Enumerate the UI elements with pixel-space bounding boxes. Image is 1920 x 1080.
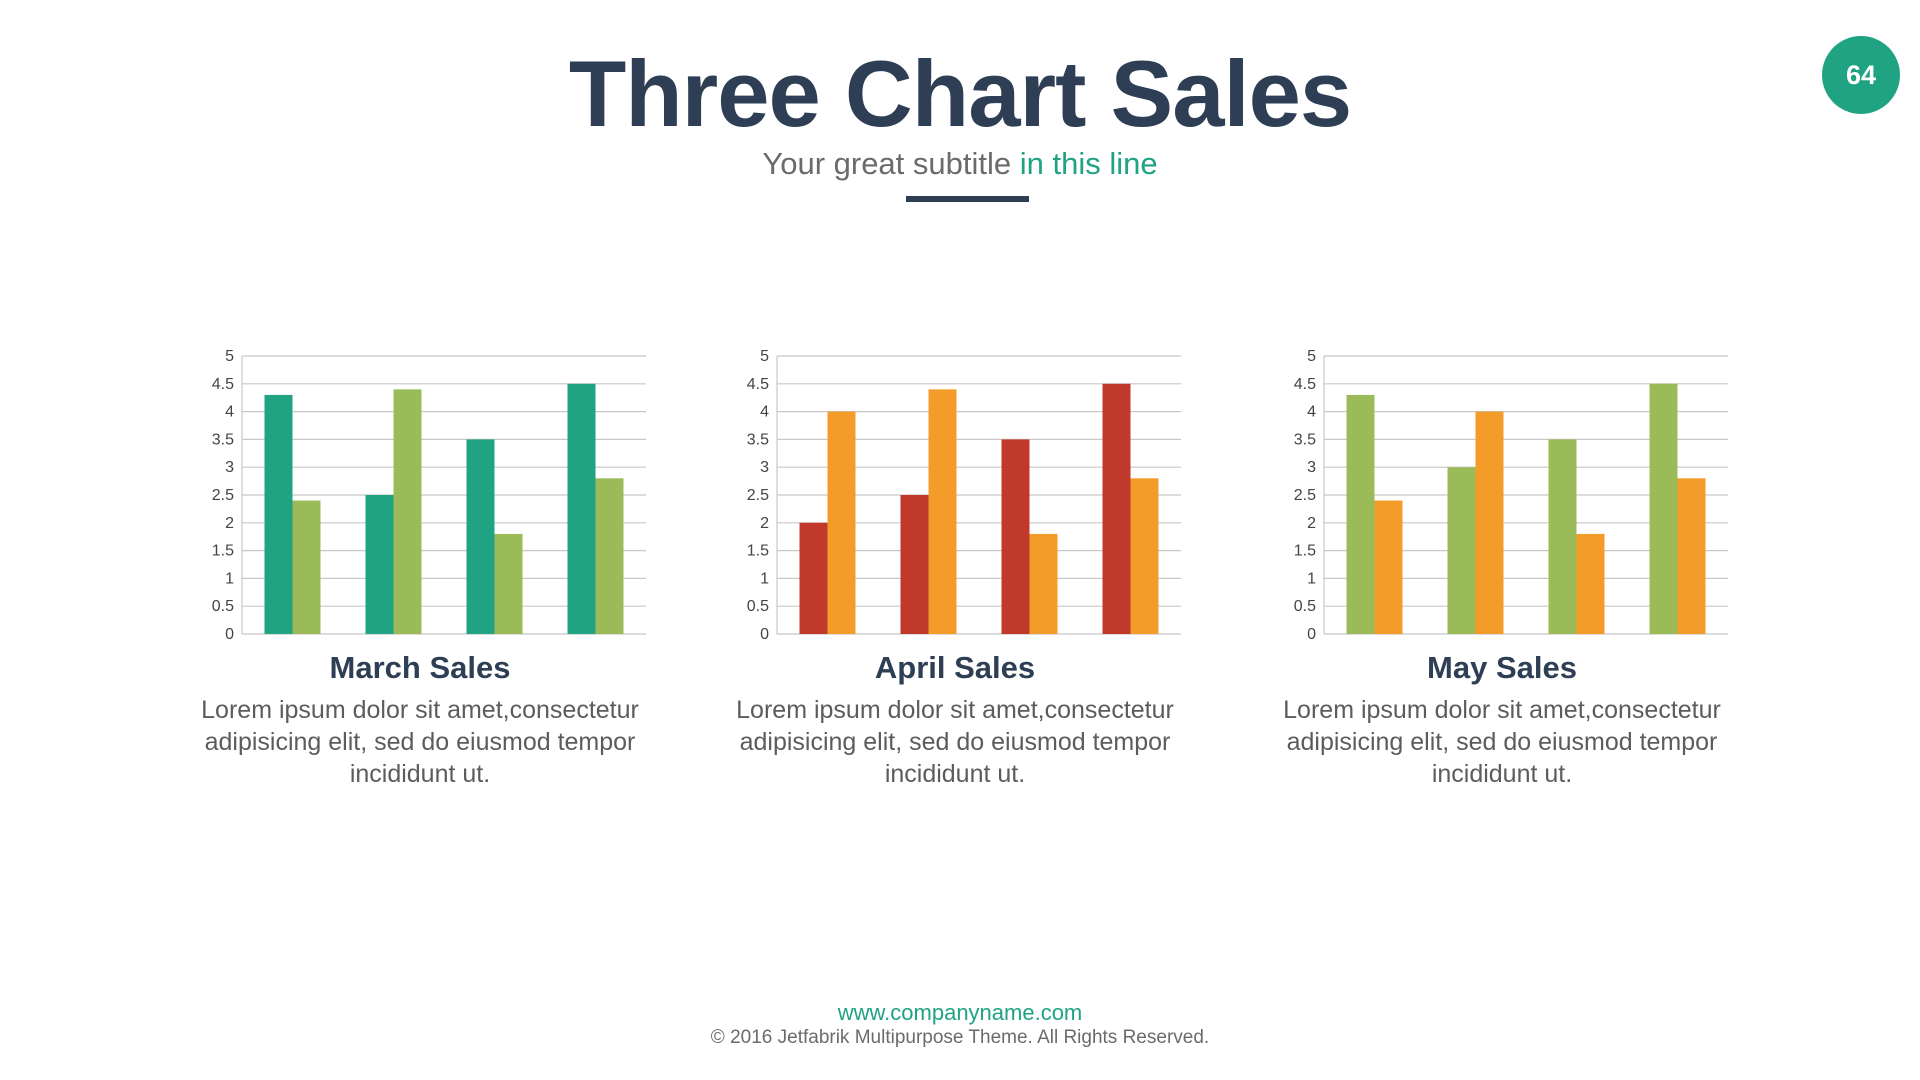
y-tick-label: 0 (225, 626, 234, 640)
y-tick-label: 3.5 (1294, 431, 1316, 448)
y-tick-label: 2.5 (747, 487, 769, 504)
chart-block-march: 0 0.5 1 1.5 2 2.5 3 3.5 4 4.5 5 March Sales Lorem … (180, 340, 660, 790)
y-tick-label: 3.5 (212, 431, 234, 448)
y-tick-label: 1.5 (1294, 543, 1316, 560)
y-tick-label: 3 (760, 459, 769, 476)
page-number-badge: 64 (1822, 36, 1900, 114)
y-tick-label: 2 (760, 515, 769, 532)
y-tick-label: 1 (225, 570, 234, 587)
y-tick-label: 1.5 (212, 543, 234, 560)
bar-series-2-cat-4 (1130, 478, 1159, 634)
title-underline (906, 196, 1029, 202)
y-tick-label: 2 (225, 515, 234, 532)
bar-series-2-cat-1 (292, 500, 321, 634)
bar-series-2-cat-1 (827, 411, 856, 634)
footer-copyright: © 2016 Jetfabrik Multipurpose Theme. All… (710, 1027, 1210, 1048)
chart-title-may: May Sales (1427, 650, 1577, 685)
bar-series-1-cat-1 (799, 522, 828, 634)
bar-series-1-cat-3 (466, 439, 495, 634)
chart-block-may: 0 0.5 1 1.5 2 2.5 3 3.5 4 4.5 5 May Sales Lorem ip… (1262, 340, 1742, 790)
bar-series-1-cat-4 (1649, 383, 1678, 634)
y-tick-label: 2.5 (1294, 487, 1316, 504)
bar-series-2-cat-3 (1576, 533, 1605, 634)
bar-series-2-cat-4 (595, 478, 624, 634)
bar-series-2-cat-1 (1374, 500, 1403, 634)
footer-url-link[interactable]: www.companyname.com (837, 1000, 1083, 1025)
y-tick-label: 3 (1307, 459, 1316, 476)
y-tick-label: 5 (225, 348, 234, 365)
y-tick-label: 2.5 (212, 487, 234, 504)
y-tick-label: 4 (760, 404, 769, 421)
y-tick-label: 1.5 (747, 543, 769, 560)
bar-chart-april: 0 0.5 1 1.5 2 2.5 3 3.5 4 4.5 5 (747, 348, 1181, 640)
y-tick-label: 0 (1307, 626, 1316, 640)
bar-series-2-cat-4 (1677, 478, 1706, 634)
chart-block-april: 0 0.5 1 1.5 2 2.5 3 3.5 4 4.5 5 April Sales Lorem … (715, 340, 1195, 790)
bar-series-1-cat-4 (1102, 383, 1131, 634)
y-tick-label: 1 (1307, 570, 1316, 587)
y-tick-label: 0 (760, 626, 769, 640)
y-tick-label: 4.5 (747, 376, 769, 393)
chart-title-march: March Sales (329, 650, 511, 685)
page-title: Three Chart Sales (568, 41, 1352, 146)
page-subtitle: Your great subtitle in this line (0, 146, 1920, 182)
bar-series-1-cat-1 (264, 394, 293, 634)
chart-title-april: April Sales (874, 650, 1036, 685)
chart-description-may: Lorem ipsum dolor sit amet,consectetur a… (1283, 696, 1721, 788)
bar-series-2-cat-2 (1475, 411, 1504, 634)
y-tick-label: 4 (225, 404, 234, 421)
bar-series-1-cat-1 (1346, 394, 1375, 634)
subtitle-main: Your great subtitle (762, 146, 1012, 181)
y-tick-label: 2 (1307, 515, 1316, 532)
bar-series-1-cat-2 (1447, 467, 1476, 634)
bar-series-2-cat-3 (494, 533, 523, 634)
bar-series-1-cat-4 (567, 383, 596, 634)
y-tick-label: 4.5 (1294, 376, 1316, 393)
y-tick-label: 5 (760, 348, 769, 365)
chart-description-april: Lorem ipsum dolor sit amet,consectetur a… (736, 696, 1174, 788)
bar-series-2-cat-3 (1029, 533, 1058, 634)
bar-series-1-cat-3 (1001, 439, 1030, 634)
bar-series-2-cat-2 (928, 389, 957, 634)
bar-chart-march: 0 0.5 1 1.5 2 2.5 3 3.5 4 4.5 5 (212, 348, 646, 640)
y-tick-label: 4 (1307, 404, 1316, 421)
bar-series-1-cat-2 (900, 495, 929, 634)
y-tick-label: 0.5 (212, 598, 234, 615)
bar-series-1-cat-2 (365, 495, 394, 634)
subtitle-accent: in this line (1019, 146, 1158, 181)
y-tick-label: 0.5 (747, 598, 769, 615)
y-tick-label: 3 (225, 459, 234, 476)
y-tick-label: 0.5 (1294, 598, 1316, 615)
y-tick-label: 1 (760, 570, 769, 587)
bar-series-2-cat-2 (393, 389, 422, 634)
y-tick-label: 5 (1307, 348, 1316, 365)
bar-series-1-cat-3 (1548, 439, 1577, 634)
y-tick-label: 4.5 (212, 376, 234, 393)
chart-description-march: Lorem ipsum dolor sit amet,consectetur a… (201, 696, 639, 788)
bar-chart-may: 0 0.5 1 1.5 2 2.5 3 3.5 4 4.5 5 (1294, 348, 1728, 640)
y-tick-label: 3.5 (747, 431, 769, 448)
